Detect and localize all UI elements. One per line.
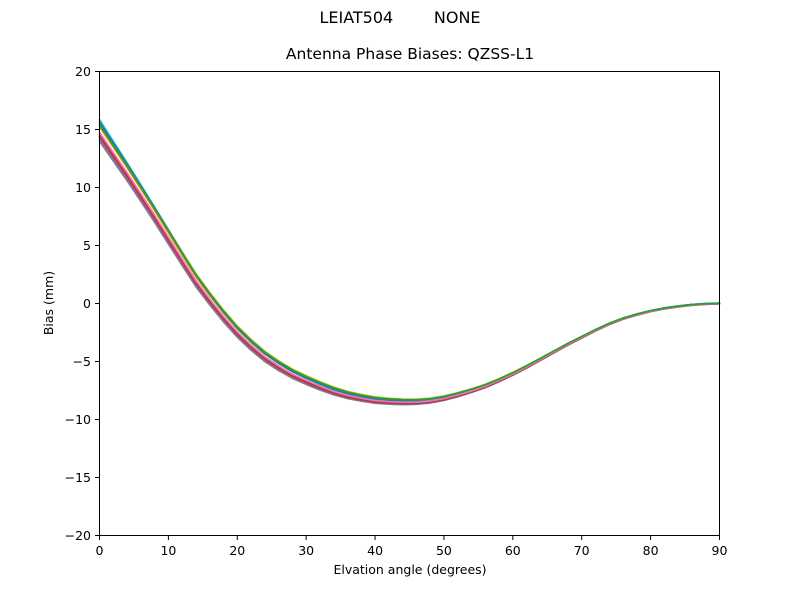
x-tick-labels: 0 10 20 30 40 50 60 70 80 90	[96, 543, 728, 558]
y-tick-label: −5	[73, 354, 91, 369]
y-tick-label: 0	[83, 296, 91, 311]
y-tick-label: −15	[65, 470, 91, 485]
figure-suptitle: LEIAT504 NONE	[319, 8, 481, 27]
curve-gray	[98, 140, 721, 406]
x-tick-label: 40	[367, 543, 383, 558]
tick-marks	[95, 71, 720, 540]
y-tick-label: 10	[75, 180, 91, 195]
curve-blue	[98, 121, 721, 402]
x-tick-label: 10	[160, 543, 176, 558]
bias-curves	[98, 118, 721, 406]
y-tick-label: 5	[83, 238, 91, 253]
x-tick-label: 80	[643, 543, 659, 558]
axes-frame	[99, 71, 720, 536]
curve-cyan	[98, 118, 721, 402]
y-tick-label: −20	[65, 528, 91, 543]
x-tick-label: 30	[298, 543, 314, 558]
curve-orange	[98, 125, 721, 402]
x-tick-label: 60	[505, 543, 521, 558]
y-tick-label: 20	[75, 64, 91, 79]
x-tick-label: 90	[712, 543, 728, 558]
curve-olive	[98, 122, 721, 401]
axes-title: Antenna Phase Biases: QZSS-L1	[285, 45, 535, 63]
x-tick-label: 70	[574, 543, 590, 558]
x-tick-label: 20	[229, 543, 245, 558]
x-tick-label: 50	[436, 543, 452, 558]
y-tick-label: 15	[75, 122, 91, 137]
curve-green	[98, 124, 721, 401]
y-tick-labels: 20 15 10 5 0 −5 −10 −15 −20	[65, 64, 91, 543]
x-axis-label: Elvation angle (degrees)	[333, 562, 487, 577]
x-tick-label: 0	[96, 543, 104, 558]
y-tick-label: −10	[65, 412, 91, 427]
